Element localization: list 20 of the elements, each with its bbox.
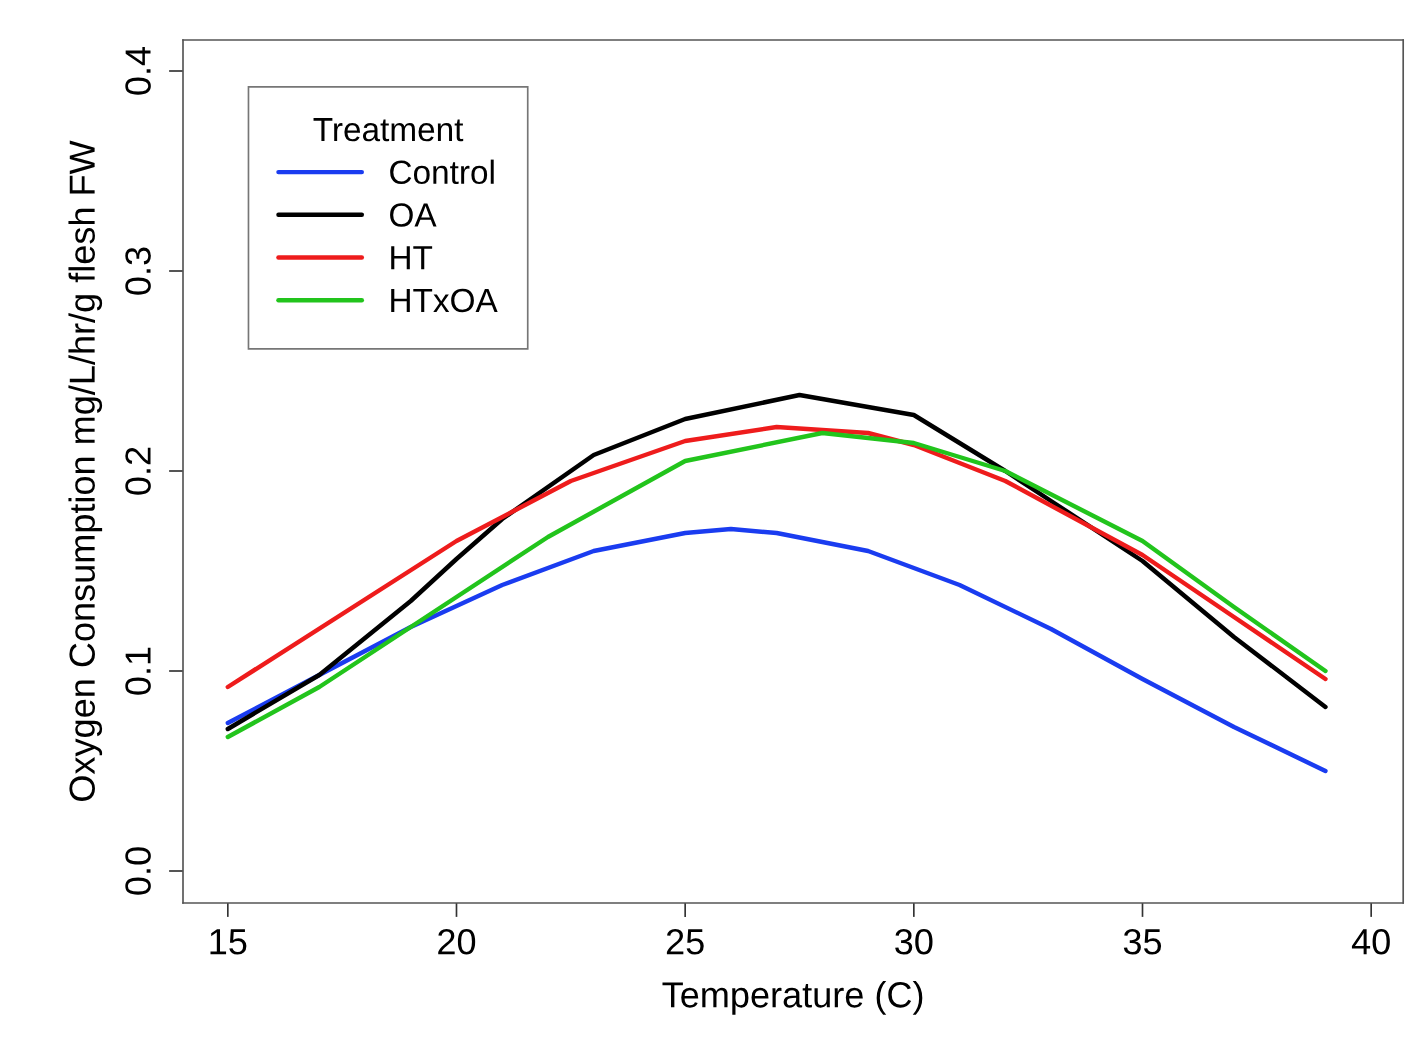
line-series [225,526,1328,774]
legend-label: HT [391,246,433,270]
legend-label: Control [390,159,494,185]
y-tick-label: 0.2 [125,447,151,495]
legend-title: Treatment [313,118,464,142]
x-tick-label: 25 [666,928,704,955]
y-axis-title: Oxygen Consumption mg/L/hr/g flesh FW [68,140,103,801]
y-tick-label: 0.3 [125,247,151,295]
y-tick-label: 0.0 [125,847,151,895]
x-tick-label: 35 [1123,928,1162,955]
x-tick-label: 20 [438,928,476,955]
x-tick-label: 15 [210,929,247,955]
y-tick-label: 0.4 [125,46,151,95]
legend-label: HTxOA [391,288,498,313]
x-axis-title: Temperature (C) [662,981,923,1015]
x-tick-label: 30 [895,928,933,955]
x-tick-label: 40 [1351,928,1390,955]
line-series [225,424,1328,690]
y-tick-label: 0.1 [125,647,151,695]
legend-label: OA [390,203,437,227]
